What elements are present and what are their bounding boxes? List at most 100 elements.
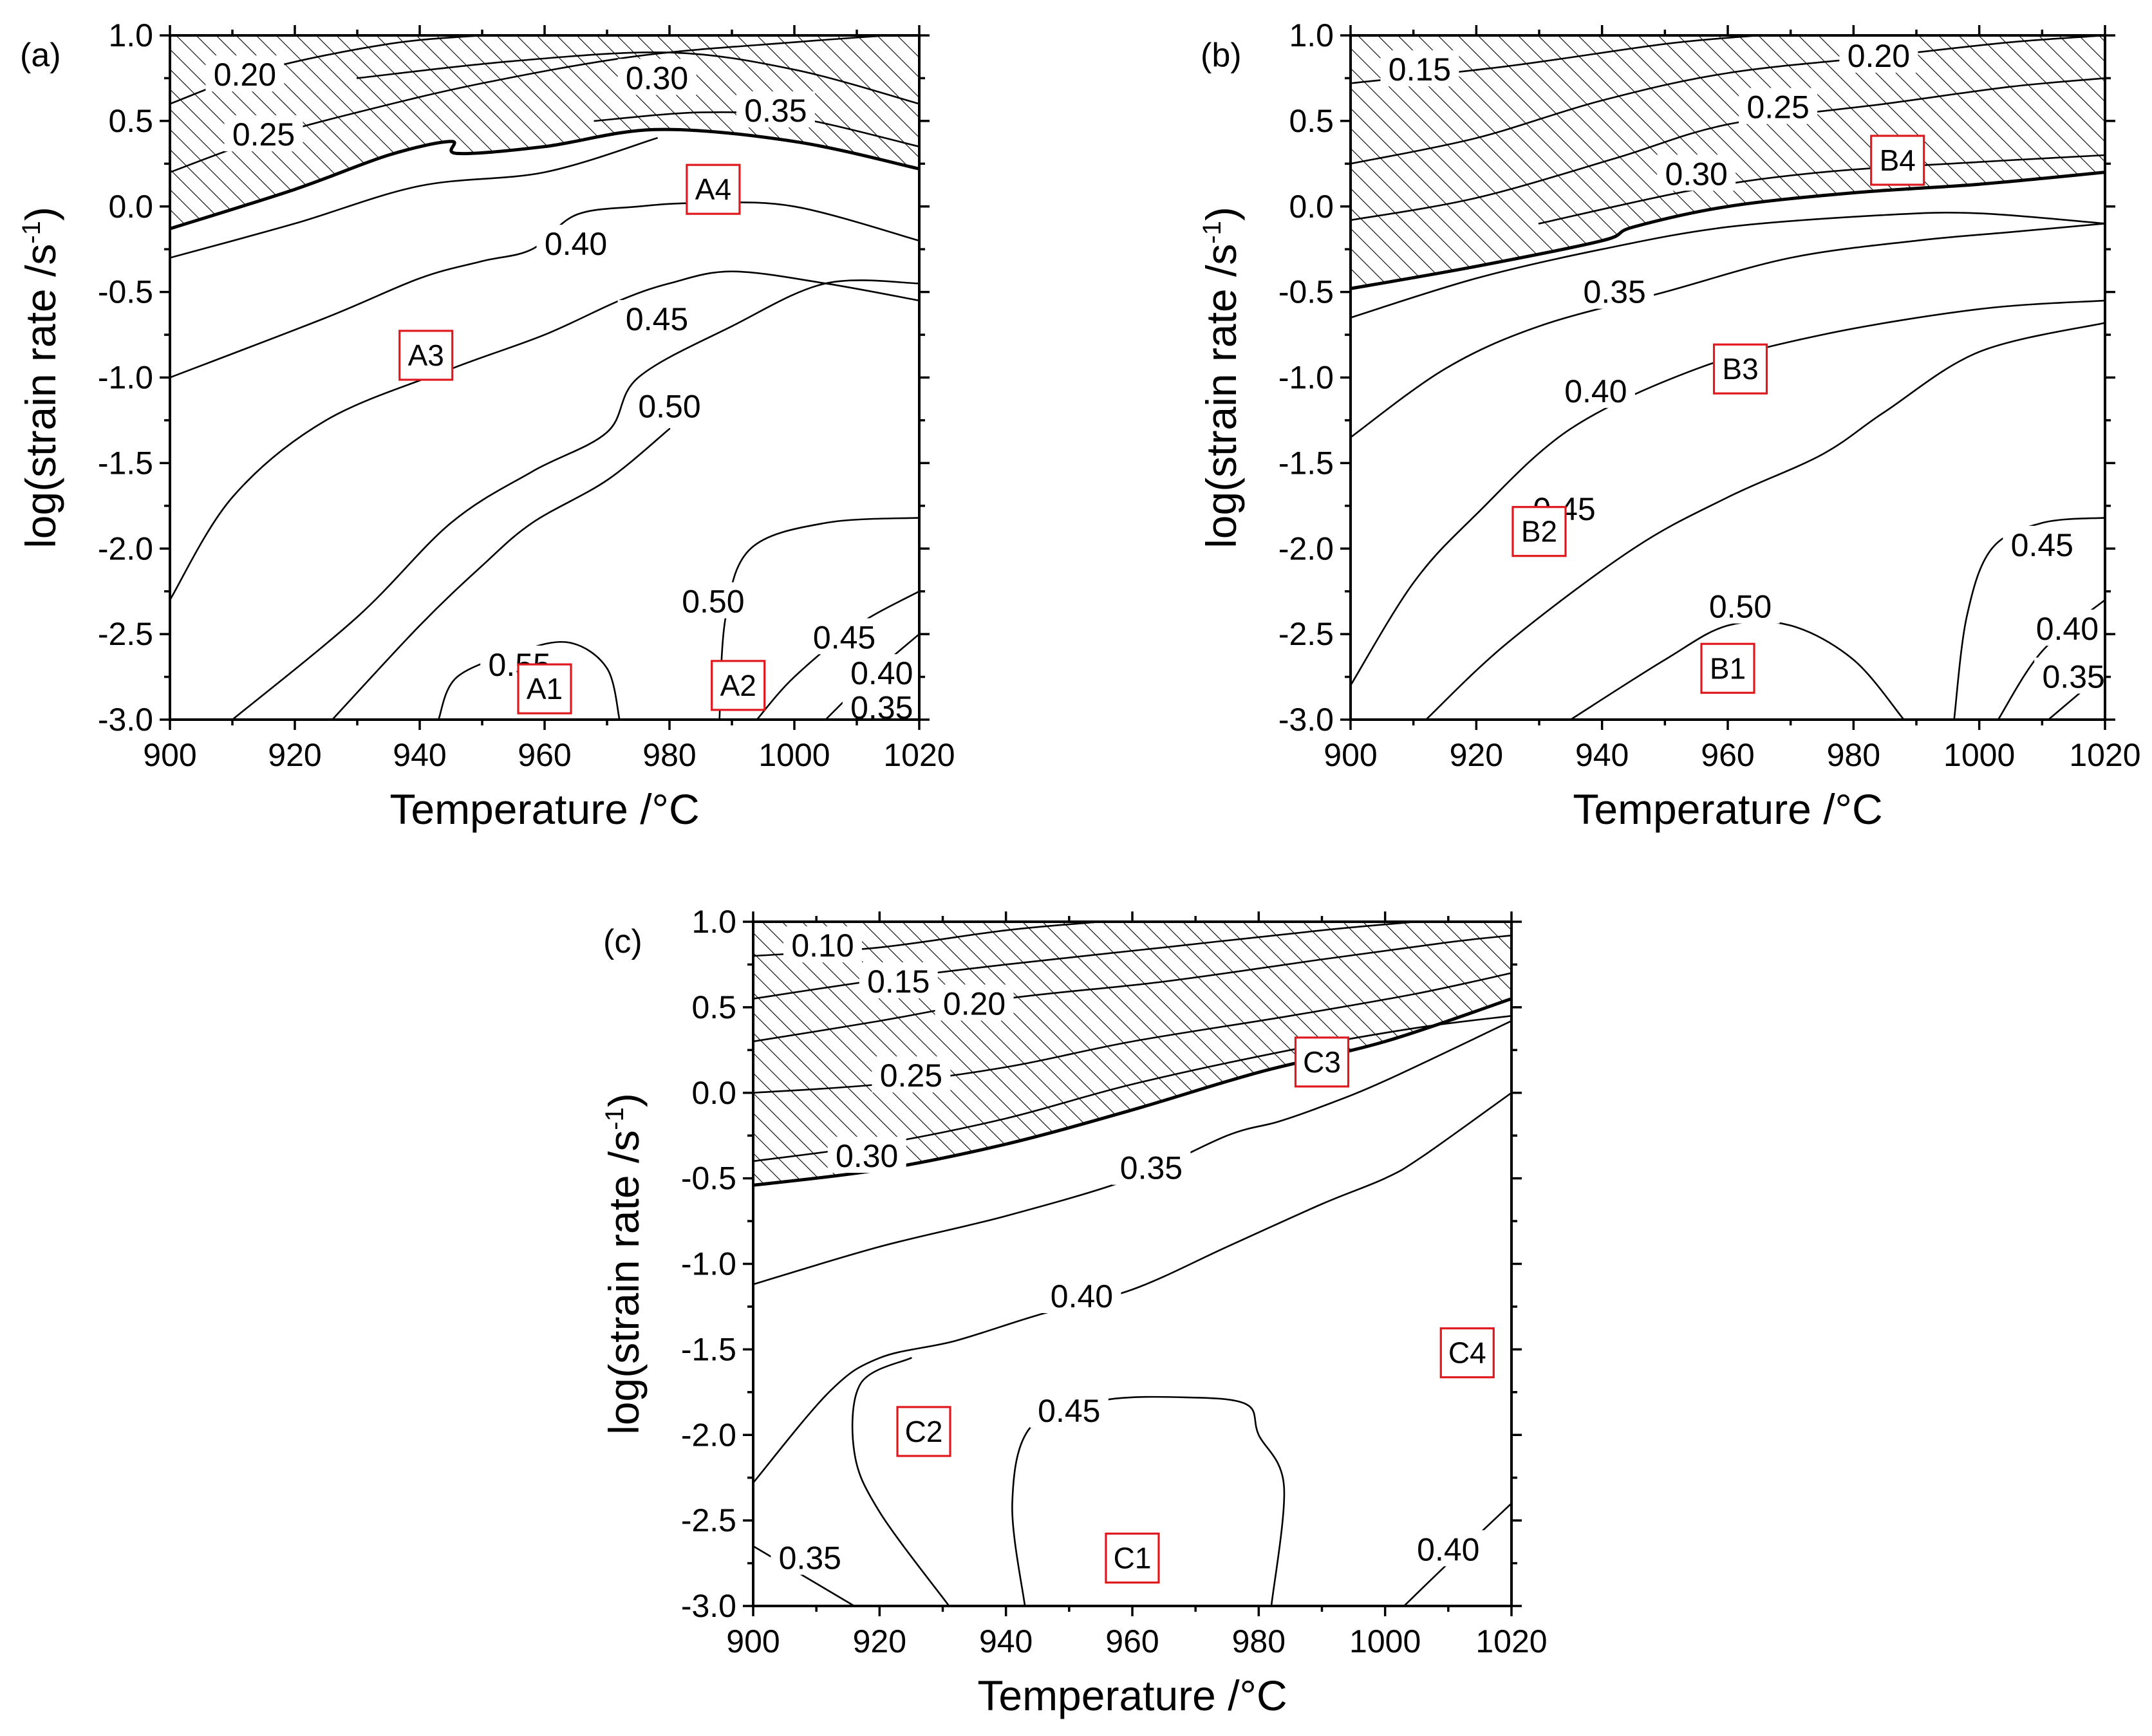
region-marker-a3 xyxy=(398,330,454,381)
y-tick-label: 0.0 xyxy=(108,189,153,225)
region-marker-b2 xyxy=(1511,506,1567,557)
y-axis-title: log(strain rate /s-1) xyxy=(1197,207,1245,548)
y-tick-label: -0.5 xyxy=(98,274,153,310)
contour-label: 0.50 xyxy=(1709,589,1772,625)
y-tick-label: -1.0 xyxy=(681,1246,736,1282)
contour-label-bg xyxy=(783,926,862,963)
panel-letter: (a) xyxy=(20,37,61,74)
region-label-c2: C2 xyxy=(905,1415,943,1448)
x-tick-label: 1000 xyxy=(1943,737,2015,773)
contour-label: 0.40 xyxy=(1417,1531,1479,1567)
contour-label-bg xyxy=(2034,657,2105,694)
contour-label: 0.20 xyxy=(943,986,1006,1022)
contour-line xyxy=(1011,1395,1286,1606)
contour-label: 0.25 xyxy=(232,117,295,153)
contour-label: 0.10 xyxy=(791,928,854,964)
y-tick-label: -2.0 xyxy=(1278,530,1334,566)
contour-line xyxy=(437,640,621,720)
contour-label: 0.30 xyxy=(1665,156,1728,192)
y-axis-title-end: ) xyxy=(17,207,64,221)
contour-line xyxy=(170,270,919,601)
x-tick-label: 980 xyxy=(1827,737,1880,773)
y-tick-label: -1.5 xyxy=(98,445,153,481)
y-tick-label: -3.0 xyxy=(98,702,153,738)
x-tick-label: 960 xyxy=(518,737,571,773)
x-tick-label: 920 xyxy=(268,737,321,773)
contour-label: 0.20 xyxy=(1848,38,1910,74)
contour-label-bg xyxy=(617,300,697,337)
contour-label-bg xyxy=(205,55,285,92)
y-tick-label: -0.5 xyxy=(1278,274,1334,310)
region-marker-b4 xyxy=(1870,135,1925,186)
contour-line xyxy=(356,51,919,105)
instability-boundary xyxy=(1351,171,2105,290)
region-marker-a4 xyxy=(686,163,741,215)
y-tick-label: -2.5 xyxy=(681,1502,736,1538)
x-tick-label: 940 xyxy=(1575,737,1629,773)
x-tick-label: 960 xyxy=(1105,1623,1159,1659)
contour-label: 0.40 xyxy=(1564,373,1627,409)
y-tick-label: 1.0 xyxy=(1289,17,1334,53)
y-axis-title-main: log(strain rate /s xyxy=(17,244,64,548)
y-axis-title-main: log(strain rate /s xyxy=(600,1130,648,1435)
y-tick-label: 1.0 xyxy=(108,17,153,53)
x-tick-label: 900 xyxy=(143,737,196,773)
region-marker-a2 xyxy=(711,660,766,711)
y-tick-label: -1.0 xyxy=(1278,360,1334,396)
plot-area: 0.10 0.15 0.200.25 0.30 0.35 0.40 0.45 0.35 0.40 xyxy=(753,922,1511,1606)
y-tick-label: -1.5 xyxy=(1278,445,1334,481)
x-tick-label: 940 xyxy=(393,737,446,773)
contour-label-bg xyxy=(1408,1530,1488,1567)
region-marker-a1 xyxy=(517,663,572,714)
contour-label-bg xyxy=(536,225,615,261)
panel-c: 0.10 0.15 0.200.25 0.30 0.35 0.40 0.45 0.35 0.40… xyxy=(600,904,1548,1719)
region-label-a1: A1 xyxy=(527,672,563,705)
region-marker-c4 xyxy=(1439,1327,1495,1379)
y-tick-label: -2.0 xyxy=(98,530,153,566)
contour-line xyxy=(1351,299,2105,687)
contour-label-bg xyxy=(224,115,303,152)
contour-line xyxy=(1538,154,2105,225)
contour-label-bg xyxy=(771,1538,850,1575)
region-marker-b3 xyxy=(1712,343,1768,395)
contour-label-bg xyxy=(1029,1392,1109,1428)
y-tick-label: -2.5 xyxy=(98,616,153,652)
contour-label: 0.45 xyxy=(626,301,688,337)
contour-line xyxy=(1953,517,2105,720)
contour-line xyxy=(331,427,671,720)
x-tick-label: 1020 xyxy=(883,737,955,773)
region-label-a3: A3 xyxy=(408,339,444,372)
contour-label-bg xyxy=(630,387,709,424)
x-tick-label: 1020 xyxy=(2069,737,2140,773)
panel-a: 0.200.250.300.350.400.450.500.550.500.45… xyxy=(17,17,955,833)
x-tick-label: 940 xyxy=(979,1623,1033,1659)
region-label-c3: C3 xyxy=(1303,1045,1341,1079)
contour-line xyxy=(170,137,658,259)
contour-label: 0.50 xyxy=(682,584,744,620)
panel-letter: (c) xyxy=(603,923,642,960)
contour-label-bg xyxy=(935,984,1014,1021)
y-tick-label: 1.0 xyxy=(691,904,736,940)
y-tick-label: 0.0 xyxy=(691,1075,736,1111)
contour-label-bg xyxy=(2028,610,2105,646)
contour-label-bg xyxy=(1575,272,1654,309)
contour-label-bg xyxy=(736,91,815,127)
contour-label: 0.35 xyxy=(779,1540,841,1576)
contour-label: 0.45 xyxy=(1038,1393,1100,1429)
y-axis-title: log(strain rate /s-1) xyxy=(600,1093,648,1435)
instability-region xyxy=(170,35,919,229)
contour-label-bg xyxy=(617,59,697,95)
contour-line xyxy=(753,935,1511,1043)
region-marker-c1 xyxy=(1105,1532,1160,1584)
y-tick-label: -1.0 xyxy=(98,360,153,396)
plot-area: 0.150.200.250.300.350.400.450.500.450.40… xyxy=(1351,35,2105,720)
x-tick-label: 900 xyxy=(1324,737,1377,773)
x-axis-title: Temperature /°C xyxy=(389,785,699,833)
contour-label: 0.30 xyxy=(626,60,688,96)
contour-label-bg xyxy=(842,654,919,691)
y-tick-label: -2.5 xyxy=(1278,616,1334,652)
y-axis-title-end: ) xyxy=(600,1093,648,1107)
contour-label-bg xyxy=(1657,154,1736,191)
contour-label: 0.35 xyxy=(1584,274,1646,310)
